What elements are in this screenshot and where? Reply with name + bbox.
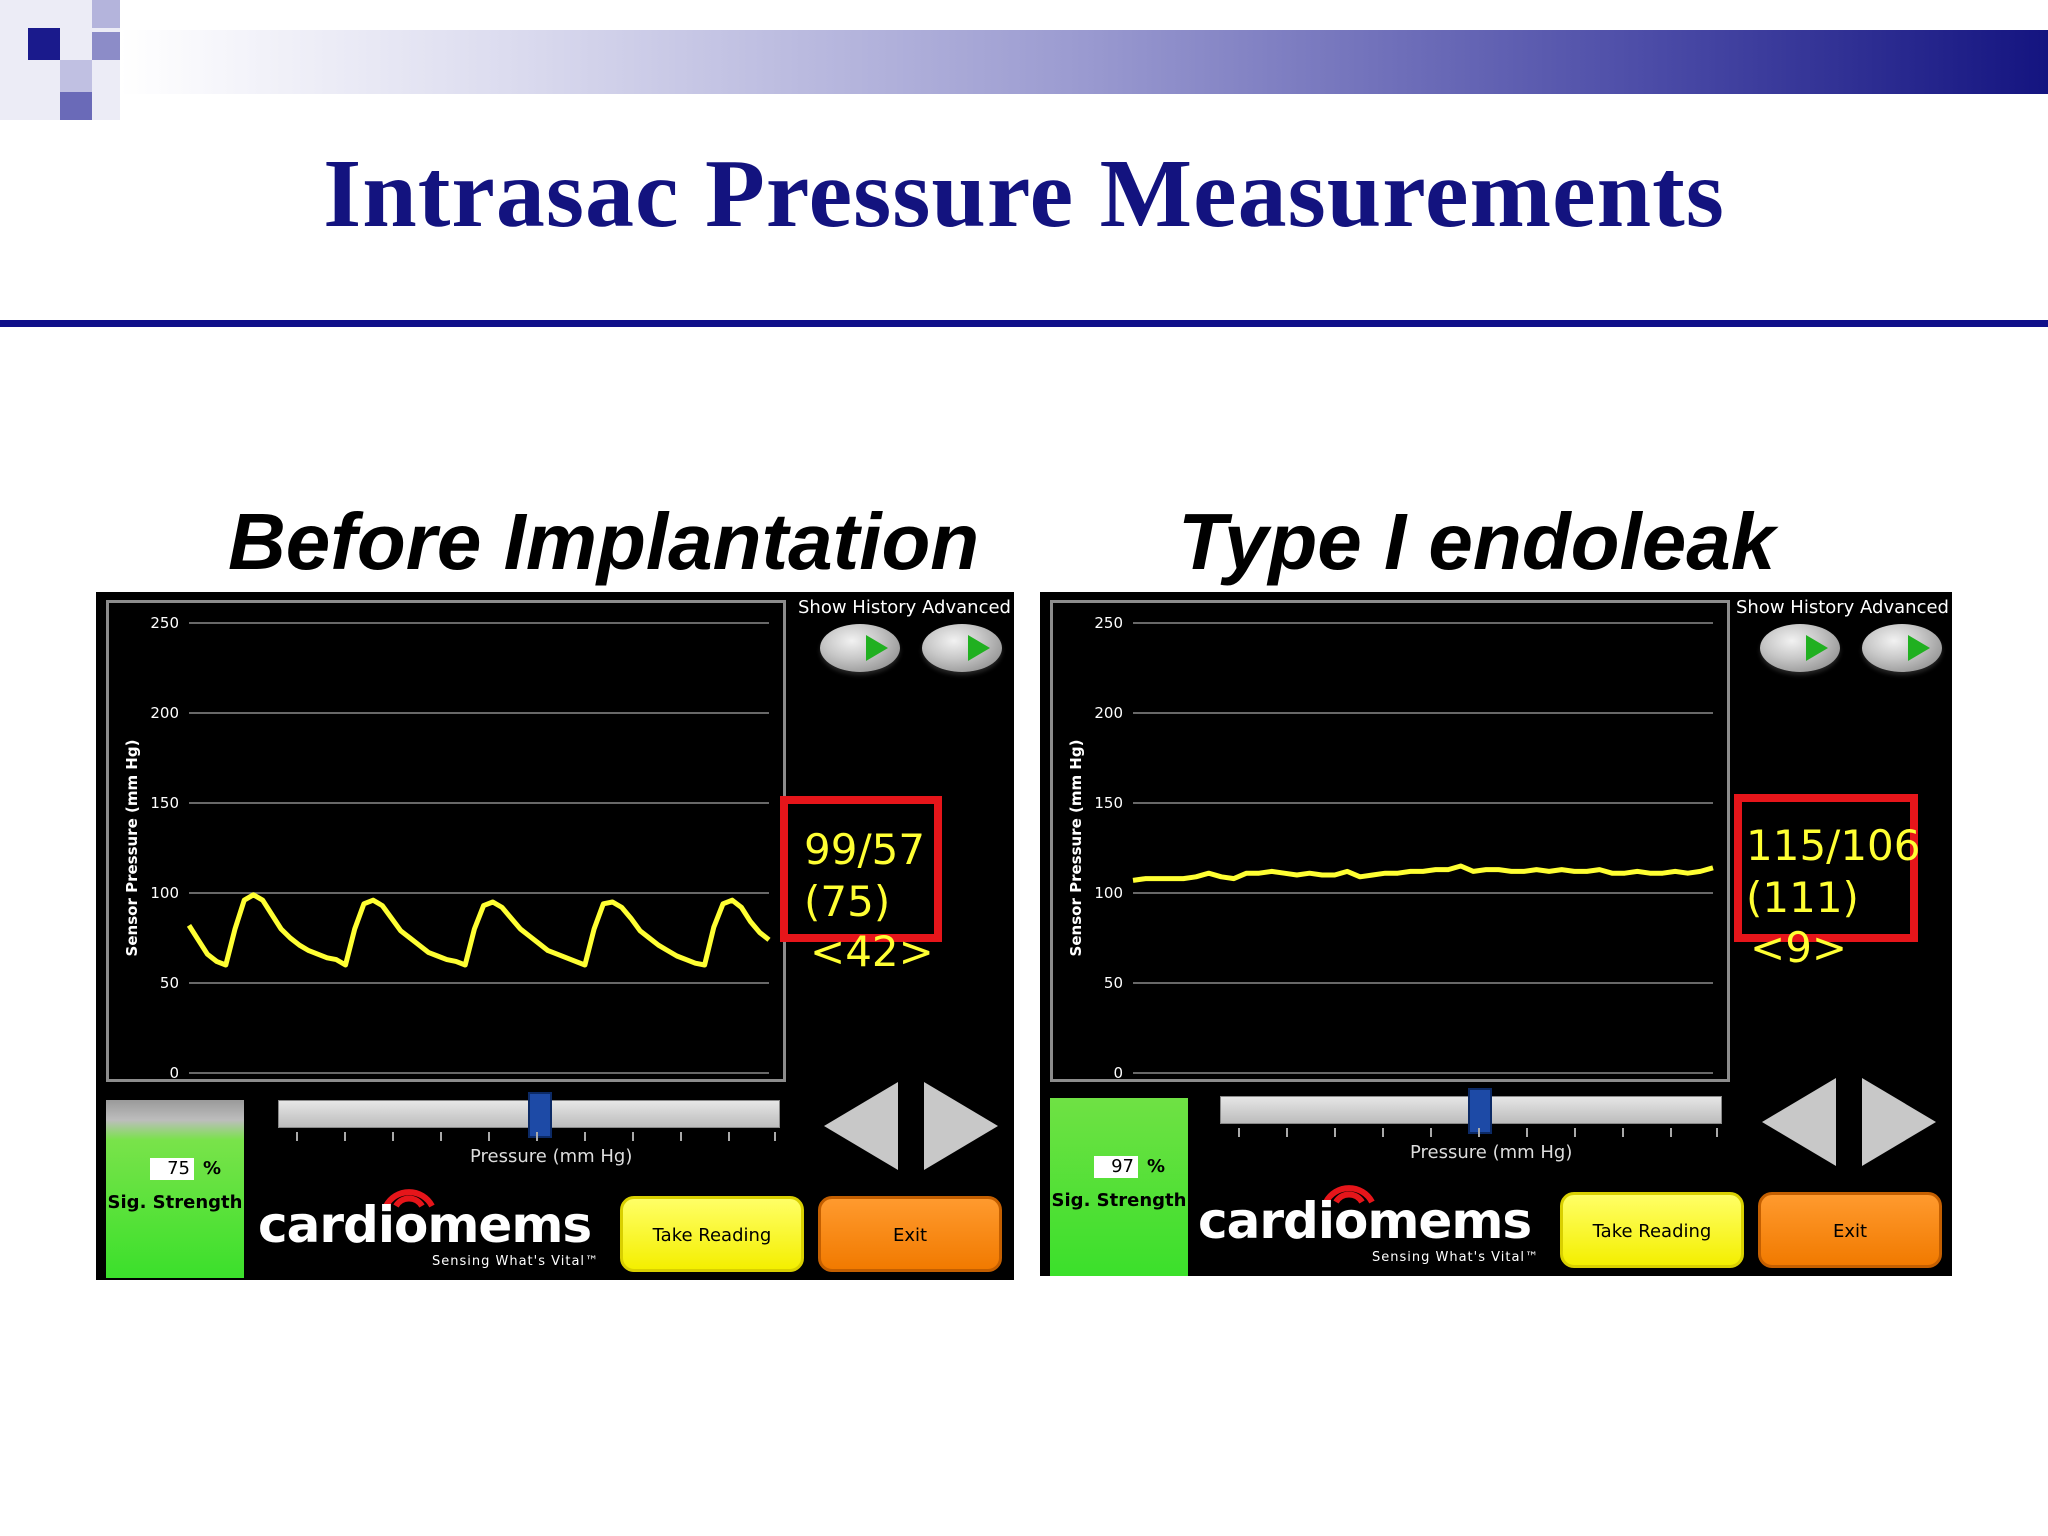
y-tick-label: 50 [160,974,179,992]
exit-button[interactable]: Exit [1758,1192,1942,1268]
y-tick-label: 200 [1094,704,1123,722]
y-tick-label: 200 [150,704,179,722]
readout-highlight-box [780,796,942,942]
readout-highlight-box [1734,794,1918,942]
readout-mean: (111) [1746,873,1859,922]
readout-mean: (75) [804,877,891,926]
readout-sys-dia: 115/106 [1746,821,1921,870]
header-square-1 [28,28,60,60]
slider-label: Pressure (mm Hg) [470,1146,633,1167]
previous-arrow-icon[interactable] [1762,1078,1836,1166]
header-square-2 [92,0,120,28]
show-history-button[interactable] [820,624,900,672]
signal-strength-value: 97 [1094,1156,1138,1178]
history-menu-label: Show History Advanced [1736,597,1949,618]
y-tick-label: 50 [1104,974,1123,992]
signal-percent: % [1147,1156,1166,1177]
cardiomems-logo: cardiomems [258,1196,592,1254]
readout-sys-dia: 99/57 [804,825,926,874]
play-icon [968,635,990,661]
play-icon [1806,635,1828,661]
pressure-trace [1132,863,1714,883]
slider-label: Pressure (mm Hg) [1410,1142,1573,1163]
play-icon [866,635,888,661]
cardiomems-signal-icon [374,1174,444,1215]
panel-heading-before: Before Implantation [228,497,980,586]
advanced-button[interactable] [1862,624,1942,672]
device-panel-endoleak: 0 50 100 150 200 250 Sensor Pressure (mm Hg) S… [1040,592,1952,1276]
cardiomems-tagline: Sensing What's Vital™ [1372,1250,1540,1265]
y-tick-label: 100 [150,884,179,902]
header-square-5 [60,92,92,120]
next-arrow-icon[interactable] [924,1082,998,1170]
previous-arrow-icon[interactable] [824,1082,898,1170]
show-history-button[interactable] [1760,624,1840,672]
pressure-slider-thumb[interactable] [528,1092,552,1138]
y-tick-label: 250 [150,614,179,632]
signal-strength-label: Sig. Strength [1051,1190,1187,1211]
panel-heading-endoleak: Type I endoleak [1178,497,1776,586]
pressure-chart: 0 50 100 150 200 250 Sensor Pressure (mm Hg) [1050,600,1730,1082]
play-icon [1908,635,1930,661]
y-tick-label: 150 [1094,794,1123,812]
cardiomems-signal-icon [1314,1170,1384,1211]
y-tick-label: 0 [169,1064,179,1079]
take-reading-button[interactable]: Take Reading [1560,1192,1744,1268]
exit-button[interactable]: Exit [818,1196,1002,1272]
header-square-3 [92,32,120,60]
history-menu-label: Show History Advanced [798,597,1011,618]
pressure-chart: 0 50 100 150 200 250 Sensor Pressure (mm Hg) [106,600,786,1082]
header-rule [0,320,2048,327]
header-square-4 [60,60,92,92]
cardiomems-tagline: Sensing What's Vital™ [432,1254,600,1269]
y-tick-label: 0 [1113,1064,1123,1079]
signal-strength-block: 75 % Sig. Strength [106,1100,244,1278]
y-tick-label: 100 [1094,884,1123,902]
take-reading-button[interactable]: Take Reading [620,1196,804,1272]
readout-pulse: <9> [1750,923,1848,972]
signal-percent: % [203,1158,222,1179]
pressure-chart-svg: 0 50 100 150 200 250 Sensor Pressure (mm Hg) [123,614,771,1079]
pressure-chart-svg: 0 50 100 150 200 250 Sensor Pressure (mm Hg) [1067,614,1714,1079]
header-gradient-bar [120,30,2048,94]
slider-ticks [296,1132,776,1142]
device-panel-before: 0 50 100 150 200 250 Sensor Pressure (mm Hg) S… [96,592,1014,1280]
readout-pulse: <42> [810,927,934,976]
y-axis-label: Sensor Pressure (mm Hg) [1067,740,1085,957]
y-tick-label: 250 [1094,614,1123,632]
signal-strength-block: 97 % Sig. Strength [1050,1098,1188,1276]
signal-strength-label: Sig. Strength [107,1192,243,1213]
pressure-trace [186,892,771,968]
y-tick-label: 150 [150,794,179,812]
pressure-slider-thumb[interactable] [1468,1088,1492,1134]
signal-strength-value: 75 [150,1158,194,1180]
advanced-button[interactable] [922,624,1002,672]
slide-title: Intrasac Pressure Measurements [323,140,1725,248]
y-axis-label: Sensor Pressure (mm Hg) [123,740,141,957]
slider-ticks [1238,1128,1718,1138]
cardiomems-logo: cardiomems [1198,1192,1532,1250]
next-arrow-icon[interactable] [1862,1078,1936,1166]
